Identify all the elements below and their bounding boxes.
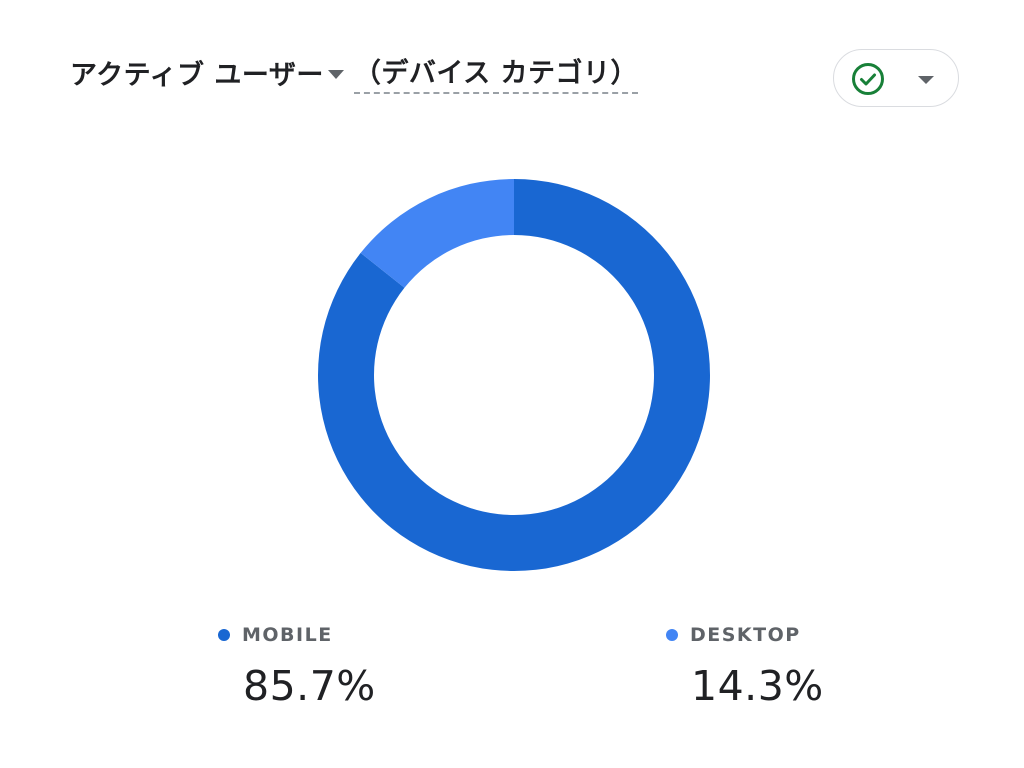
desktop-legend-dot	[666, 629, 678, 641]
metric-selector[interactable]: アクティブ ユーザー	[70, 59, 324, 91]
caret-down-icon[interactable]	[327, 69, 344, 79]
desktop-legend-label: DESKTOP	[690, 624, 801, 646]
caret-down-icon	[918, 76, 934, 84]
mobile-legend-dot	[218, 629, 230, 641]
mobile-value: 85.7%	[243, 662, 376, 710]
dimension-label[interactable]: （デバイス カテゴリ）	[353, 51, 638, 94]
legend-item-mobile: MOBILE 85.7%	[218, 620, 376, 710]
donut-slice-desktop[interactable]	[360, 179, 514, 288]
mobile-legend-label: MOBILE	[242, 624, 333, 646]
desktop-value: 14.3%	[691, 662, 824, 710]
check-circle-icon	[852, 63, 884, 95]
card-title: アクティブ ユーザー （デバイス カテゴリ）	[70, 50, 638, 94]
status-dropdown-button[interactable]	[833, 49, 959, 107]
legend-item-desktop: DESKTOP 14.3%	[666, 620, 824, 710]
